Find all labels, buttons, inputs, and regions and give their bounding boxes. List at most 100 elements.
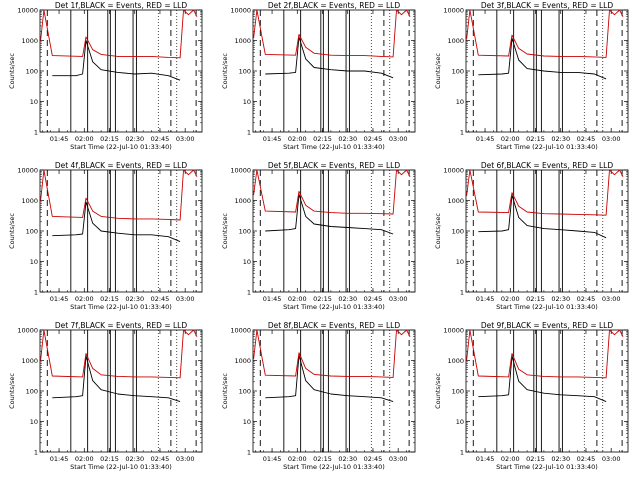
- x-tick-label: 01:45: [50, 135, 69, 143]
- y-tick-label: 1: [34, 129, 38, 137]
- series-line-lld: [466, 169, 624, 216]
- y-tick-label: 1: [460, 449, 464, 457]
- x-tick-label: 02:00: [501, 135, 520, 143]
- x-tick-label: 02:15: [313, 295, 332, 303]
- y-tick-label: 10: [30, 258, 38, 266]
- y-axis-label: Counts/sec: [221, 373, 229, 409]
- y-axis-label: Counts/sec: [434, 53, 442, 89]
- y-tick-label: 100: [26, 68, 38, 76]
- x-tick-label: 01:45: [263, 135, 282, 143]
- y-tick-label: 10: [30, 98, 38, 106]
- chart-title: Det 2f,BLACK = Events, RED = LLD: [268, 1, 401, 10]
- x-tick-label: 03:00: [389, 135, 408, 143]
- y-tick-label: 1000: [234, 357, 251, 365]
- x-tick-label: 02:45: [364, 295, 383, 303]
- y-tick-label: 10: [243, 98, 251, 106]
- x-tick-label: 02:00: [288, 295, 307, 303]
- plot-frame: [39, 169, 203, 293]
- series-line-lld: [40, 169, 198, 221]
- x-tick-label: 02:45: [151, 295, 170, 303]
- x-tick-label: 01:45: [263, 295, 282, 303]
- x-axis-label: Start Time (22-Jul-10 01:33:40): [496, 303, 598, 311]
- x-axis-label: Start Time (22-Jul-10 01:33:40): [496, 143, 598, 151]
- series-line-events: [265, 193, 394, 235]
- y-tick-label: 1: [460, 129, 464, 137]
- y-tick-label: 10: [456, 98, 464, 106]
- x-tick-label: 01:45: [50, 295, 69, 303]
- chart-title: Det 5f,BLACK = Events, RED = LLD: [268, 161, 401, 170]
- plot-frame: [252, 329, 416, 453]
- series-line-lld: [253, 329, 411, 378]
- plot-frame: [252, 9, 416, 133]
- y-tick-label: 100: [239, 68, 251, 76]
- y-tick-label: 1: [247, 449, 251, 457]
- x-tick-label: 02:15: [526, 135, 545, 143]
- y-tick-label: 10000: [443, 167, 464, 175]
- series-line-events: [478, 355, 607, 403]
- x-tick-label: 01:45: [476, 295, 495, 303]
- y-tick-label: 10: [30, 418, 38, 426]
- chart-panel: Det 4f,BLACK = Events, RED = LLD 1 10 100 10…: [8, 161, 203, 311]
- x-tick-label: 02:00: [501, 455, 520, 463]
- x-tick-label: 02:45: [577, 295, 596, 303]
- x-tick-label: 02:45: [577, 455, 596, 463]
- y-tick-label: 100: [26, 388, 38, 396]
- x-tick-label: 02:15: [313, 455, 332, 463]
- x-tick-label: 02:00: [75, 295, 94, 303]
- y-tick-label: 1000: [21, 37, 38, 45]
- y-axis-label: Counts/sec: [221, 53, 229, 89]
- y-axis-label: Counts/sec: [434, 213, 442, 249]
- x-tick-label: 02:30: [125, 135, 144, 143]
- series-line-events: [52, 355, 181, 403]
- y-tick-label: 1000: [234, 37, 251, 45]
- y-tick-label: 100: [239, 228, 251, 236]
- y-tick-label: 10000: [17, 7, 38, 15]
- x-axis-label: Start Time (22-Jul-10 01:33:40): [283, 463, 385, 471]
- x-tick-label: 01:45: [50, 455, 69, 463]
- x-tick-label: 03:00: [389, 455, 408, 463]
- series-line-lld: [40, 9, 198, 59]
- plot-frame: [252, 169, 416, 293]
- series-line-events: [265, 36, 394, 79]
- chart-panel: Det 3f,BLACK = Events, RED = LLD 1 10 100 10…: [434, 1, 629, 151]
- x-tick-label: 02:15: [526, 455, 545, 463]
- x-tick-label: 03:00: [602, 295, 621, 303]
- x-tick-label: 02:30: [551, 135, 570, 143]
- x-tick-label: 02:00: [288, 455, 307, 463]
- y-tick-label: 1: [247, 129, 251, 137]
- x-tick-label: 02:30: [551, 455, 570, 463]
- series-line-lld: [466, 9, 624, 58]
- y-tick-label: 1000: [447, 357, 464, 365]
- y-tick-label: 1000: [447, 197, 464, 205]
- y-tick-label: 100: [26, 228, 38, 236]
- y-tick-label: 1: [34, 449, 38, 457]
- plot-frame: [39, 9, 203, 133]
- series-line-lld: [253, 9, 411, 58]
- x-tick-label: 02:15: [100, 455, 119, 463]
- x-tick-label: 02:15: [100, 135, 119, 143]
- chart-title: Det 4f,BLACK = Events, RED = LLD: [55, 161, 188, 170]
- y-tick-label: 1: [460, 289, 464, 297]
- chart-panel: Det 8f,BLACK = Events, RED = LLD 1 10 100 10…: [221, 321, 416, 471]
- y-axis-label: Counts/sec: [8, 53, 16, 89]
- x-axis-label: Start Time (22-Jul-10 01:33:40): [70, 303, 172, 311]
- y-tick-label: 10000: [443, 327, 464, 335]
- series-line-lld: [466, 329, 624, 379]
- x-tick-label: 02:45: [577, 135, 596, 143]
- y-tick-label: 10000: [443, 7, 464, 15]
- y-tick-label: 10: [456, 418, 464, 426]
- chart-panel: Det 6f,BLACK = Events, RED = LLD 1 10 100 10…: [434, 161, 629, 311]
- chart-panel: Det 2f,BLACK = Events, RED = LLD 1 10 100 10…: [221, 1, 416, 151]
- series-line-lld: [40, 329, 198, 379]
- chart-title: Det 9f,BLACK = Events, RED = LLD: [481, 321, 614, 330]
- x-tick-label: 02:30: [338, 295, 357, 303]
- y-tick-label: 1000: [447, 37, 464, 45]
- chart-title: Det 7f,BLACK = Events, RED = LLD: [55, 321, 188, 330]
- chart-title: Det 6f,BLACK = Events, RED = LLD: [481, 161, 614, 170]
- series-line-lld: [253, 169, 411, 215]
- x-tick-label: 02:45: [364, 135, 383, 143]
- y-tick-label: 1000: [21, 197, 38, 205]
- plot-frame: [39, 329, 203, 453]
